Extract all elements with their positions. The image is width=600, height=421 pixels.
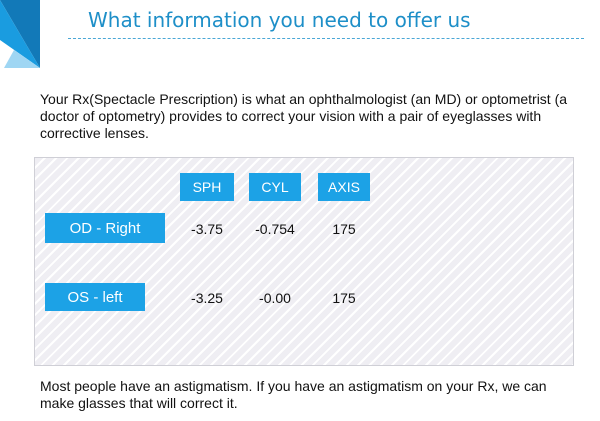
- od-right-label: OD - Right: [45, 213, 165, 243]
- od-cyl-value: -0.754: [255, 221, 295, 237]
- od-sph-value: -3.75: [191, 221, 223, 237]
- blue-corner-triangle-icon: [0, 0, 40, 68]
- axis-header: AXIS: [318, 173, 370, 201]
- page-title: What information you need to offer us: [88, 8, 471, 32]
- os-sph-value: -3.25: [191, 290, 223, 306]
- astigmatism-note: Most people have an astigmatism. If you …: [40, 378, 547, 411]
- os-axis-value: 175: [332, 290, 356, 306]
- intro-paragraph: Your Rx(Spectacle Prescription) is what …: [40, 91, 568, 141]
- cyl-header: CYL: [249, 173, 301, 201]
- od-axis-value: 175: [332, 221, 356, 237]
- header-divider: [68, 38, 584, 39]
- prescription-panel: SPH CYL AXIS OD - Right -3.75 -0.754 175…: [34, 157, 574, 366]
- sph-header: SPH: [180, 173, 234, 201]
- os-cyl-value: -0.00: [259, 290, 291, 306]
- os-left-label: OS - left: [45, 283, 145, 311]
